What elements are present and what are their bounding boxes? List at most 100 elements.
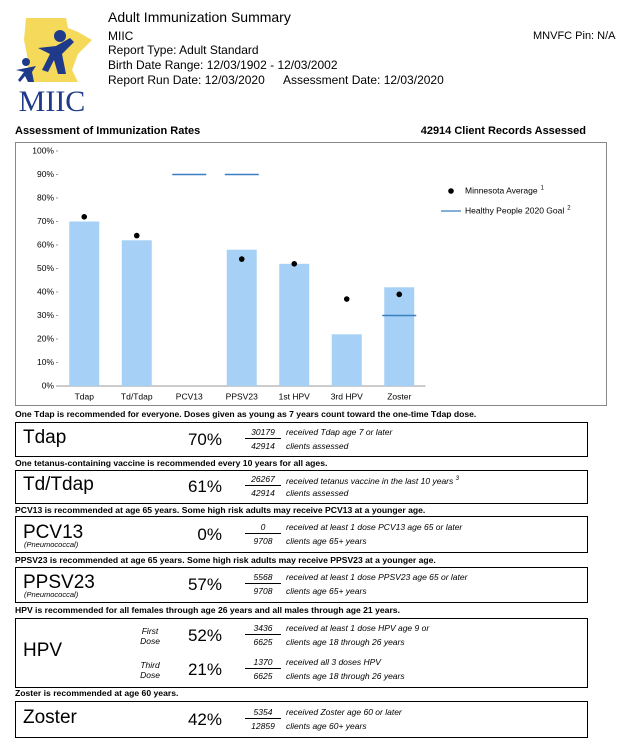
y-tick-label: 20% bbox=[37, 333, 54, 343]
denominator: 9708 bbox=[253, 535, 273, 546]
rate: 0% bbox=[197, 524, 222, 544]
vaccine-box: PCV13 (Pneumococcal) 0% 0 9708 received at le… bbox=[15, 516, 588, 553]
average-dot bbox=[291, 261, 298, 267]
bar bbox=[226, 249, 257, 386]
title: Adult Immunization Summary bbox=[108, 9, 291, 25]
average-dot bbox=[81, 214, 88, 220]
recommendation: PPSV23 is recommended at age 65 years. S… bbox=[15, 555, 436, 565]
numerator-text: received at least 1 dose PCV13 age 65 or… bbox=[286, 521, 463, 532]
x-tick-label: PPSV23 bbox=[226, 391, 258, 401]
denominator: 6625 bbox=[253, 637, 273, 647]
x-tick-label: Tdap bbox=[75, 391, 95, 401]
denominator: 12859 bbox=[251, 720, 275, 731]
y-tick-label: 60% bbox=[37, 239, 54, 249]
logo: MIIC bbox=[16, 18, 92, 118]
vaccine-box: HPV First Dose 52% 3436 6625 received at leas… bbox=[15, 618, 588, 688]
rate: 52% bbox=[187, 626, 222, 645]
bar bbox=[279, 263, 310, 386]
chart: 0% 10% 20% 30% 40% 50% 60% 70% 80% 90% 100% Tdap Td/… bbox=[15, 142, 607, 406]
vaccine-subtitle: (Pneumococcal) bbox=[24, 540, 79, 549]
logo-figure bbox=[54, 30, 66, 42]
vaccine-name: PPSV23 bbox=[23, 572, 95, 593]
numerator: 0 bbox=[245, 522, 281, 534]
x-tick-label: Zoster bbox=[387, 391, 411, 401]
denominator: 42914 bbox=[251, 488, 275, 498]
section-title: Assessment of Immunization Rates bbox=[15, 125, 201, 137]
numerator: 26267 bbox=[245, 474, 281, 486]
y-tick-label: 50% bbox=[37, 263, 54, 273]
numerator-text: received Zoster age 60 or later bbox=[286, 706, 402, 717]
vaccine-name: Tdap bbox=[23, 426, 67, 448]
legend-label: Minnesota Average bbox=[465, 185, 538, 195]
pin: MNVFC Pin: N/A bbox=[533, 30, 616, 42]
y-tick-label: 90% bbox=[37, 169, 54, 179]
average-dot bbox=[133, 232, 140, 239]
vaccine-name: PCV13 bbox=[23, 521, 84, 543]
denominator-text: clients age 60+ years bbox=[286, 720, 367, 731]
denominator-text: clients assessed bbox=[286, 488, 349, 498]
rate: 42% bbox=[187, 709, 222, 729]
rate: 21% bbox=[187, 660, 222, 679]
recommendation: PCV13 is recommended at age 65 years. So… bbox=[15, 505, 426, 515]
recommendation: Zoster is recommended at age 60 years. bbox=[15, 688, 179, 698]
run-date: Report Run Date: 12/03/2020 bbox=[108, 73, 265, 87]
y-tick-label: 100% bbox=[32, 145, 54, 155]
numerator: 5354 bbox=[245, 707, 281, 719]
logo-figure bbox=[22, 58, 30, 66]
denominator-text: clients assessed bbox=[286, 440, 349, 451]
x-tick-label: 3rd HPV bbox=[331, 391, 363, 401]
numerator: 5568 bbox=[245, 572, 281, 584]
assessment-date: Assessment Date: 12/03/2020 bbox=[283, 73, 444, 87]
numerator-text: received at least 1 dose HPV age 9 or bbox=[286, 623, 430, 633]
vaccine-name: Zoster bbox=[23, 706, 77, 728]
org: MIIC bbox=[108, 29, 134, 43]
vaccine-box: PPSV23 (Pneumococcal) 57% 5568 9708 received … bbox=[15, 567, 588, 603]
numerator: 30179 bbox=[245, 427, 281, 439]
denominator: 9708 bbox=[253, 586, 273, 596]
legend-swatch bbox=[448, 188, 454, 194]
numerator-text: received tetanus vaccine in the last 10 … bbox=[286, 475, 459, 486]
dose-label: First Dose bbox=[140, 626, 160, 646]
bar bbox=[121, 240, 152, 386]
y-tick-label: 40% bbox=[37, 286, 54, 296]
y-tick-label: 70% bbox=[37, 216, 54, 226]
denominator-text: clients age 65+ years bbox=[286, 586, 367, 596]
legend-label: Healthy People 2020 Goal bbox=[465, 205, 564, 215]
logo-figure bbox=[16, 66, 36, 82]
denominator-text: clients age 18 through 26 years bbox=[286, 671, 405, 681]
y-tick-label: 30% bbox=[37, 310, 54, 320]
vaccine-name: Td/Tdap bbox=[23, 474, 94, 495]
x-tick-label: 1st HPV bbox=[279, 391, 311, 401]
report-type: Report Type: Adult Standard bbox=[108, 43, 259, 57]
bar bbox=[69, 221, 100, 386]
recommendation: One tetanus-containing vaccine is recomm… bbox=[15, 458, 328, 468]
x-tick-label: PCV13 bbox=[176, 391, 203, 401]
denominator-text: clients age 65+ years bbox=[286, 535, 367, 546]
vaccine-box: Zoster 42% 5354 12859 received Zoster age 60… bbox=[15, 701, 588, 738]
denominator: 42914 bbox=[251, 440, 275, 451]
birth-range: Birth Date Range: 12/03/1902 - 12/03/200… bbox=[108, 58, 338, 72]
numerator-text: received all 3 doses HPV bbox=[286, 657, 381, 667]
vaccine-name: HPV bbox=[23, 640, 63, 661]
vaccine-box: Td/Tdap 61% 26267 42914 received tetanus vac… bbox=[15, 470, 588, 504]
y-tick-label: 10% bbox=[37, 357, 54, 367]
recommendation: HPV is recommended for all females throu… bbox=[15, 605, 400, 615]
bar bbox=[384, 287, 415, 386]
average-dot bbox=[343, 296, 350, 302]
bar bbox=[331, 334, 362, 386]
vaccine-box: Tdap 70% 30179 42914 received Tdap age 7 or … bbox=[15, 422, 588, 457]
average-dot bbox=[396, 291, 403, 298]
note-ref: 3 bbox=[455, 476, 459, 482]
rate: 57% bbox=[187, 575, 222, 594]
denominator: 6625 bbox=[253, 671, 273, 681]
records: 42914 Client Records Assessed bbox=[420, 125, 586, 137]
y-tick-label: 80% bbox=[37, 192, 54, 202]
legend-note: 1 bbox=[541, 186, 545, 192]
legend-note: 2 bbox=[567, 206, 571, 212]
vaccine-subtitle: (Pneumococcal) bbox=[24, 590, 79, 599]
dose-label: Third Dose bbox=[140, 660, 160, 680]
x-tick-label: Td/Tdap bbox=[121, 391, 153, 401]
y-tick-label: 0% bbox=[42, 380, 55, 390]
numerator: 3436 bbox=[245, 623, 281, 635]
